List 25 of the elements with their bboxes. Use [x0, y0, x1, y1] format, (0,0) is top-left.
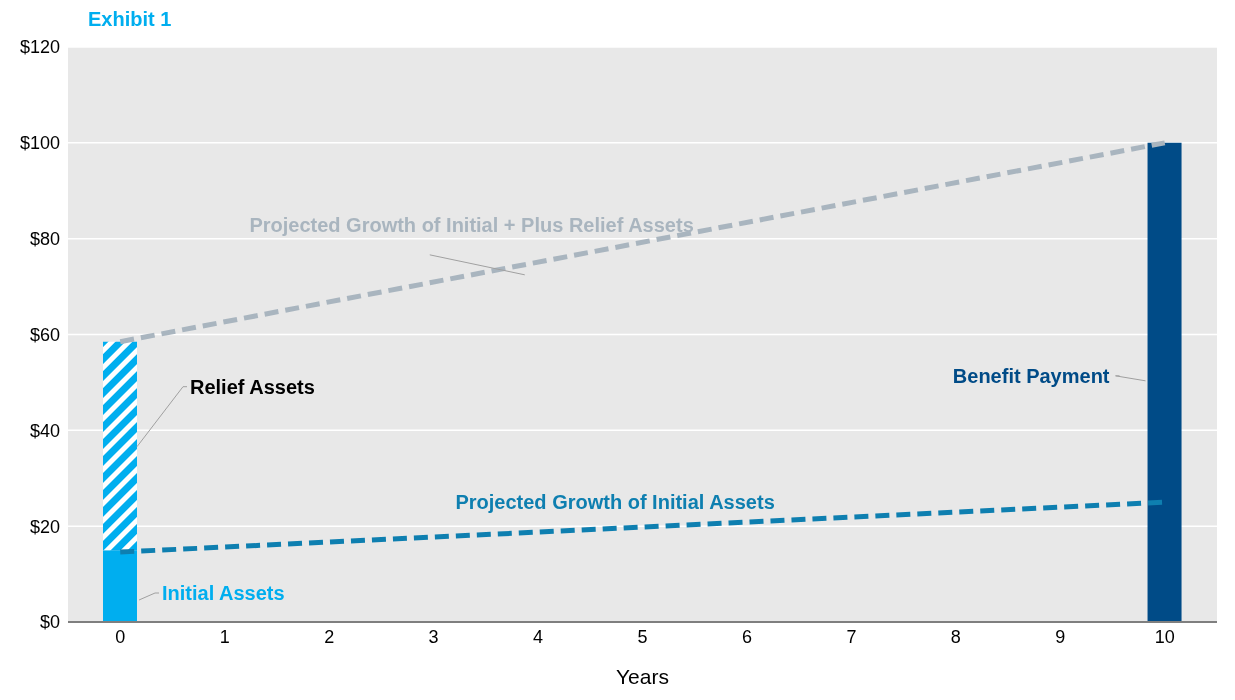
y-tick-label: $0 [39, 612, 60, 633]
y-tick-label: $40 [29, 420, 60, 441]
x-tick-label: 4 [533, 626, 544, 647]
x-tick-label: 6 [741, 626, 752, 647]
y-tick-label: $20 [29, 516, 60, 537]
y-tick-label: $120 [19, 37, 60, 58]
series-label: Initial Assets [162, 582, 285, 604]
x-tick-label: 0 [115, 626, 126, 647]
series-label: Benefit Payment [952, 364, 1110, 387]
y-tick-label: $60 [29, 324, 60, 345]
chart-title: Exhibit 1 [88, 8, 172, 31]
y-tick-label: $80 [29, 229, 60, 250]
x-axis-title: Years [616, 665, 669, 688]
x-tick-label: 1 [219, 626, 230, 647]
series-label: Projected Growth of Initial + Plus Relief Assets [249, 213, 694, 236]
series-label: Projected Growth of Initial Assets [455, 491, 775, 514]
x-tick-label: 9 [1055, 626, 1066, 647]
text: Relief Assets [190, 375, 315, 398]
x-tick-label: 10 [1154, 626, 1175, 647]
x-tick-label: 8 [950, 626, 961, 647]
x-tick-label: 7 [846, 626, 857, 647]
y-tick-label: $100 [19, 133, 60, 154]
x-tick-label: 3 [428, 626, 439, 647]
x-tick-label: 2 [324, 626, 335, 647]
x-tick-label: 5 [637, 626, 648, 647]
